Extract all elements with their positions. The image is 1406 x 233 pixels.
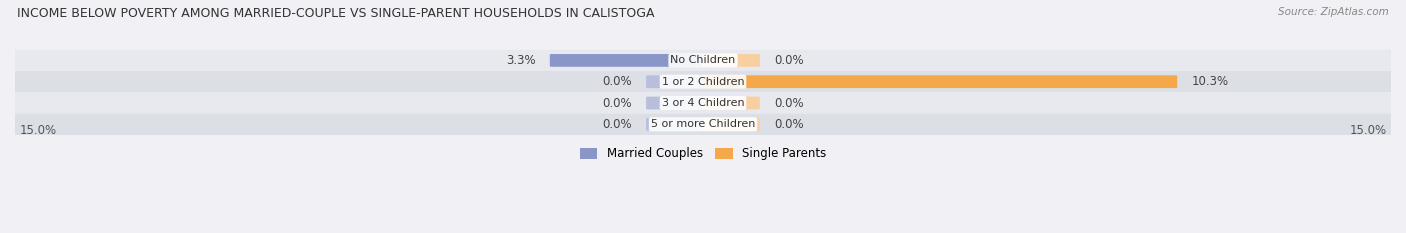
FancyBboxPatch shape bbox=[13, 92, 1393, 114]
FancyBboxPatch shape bbox=[702, 97, 759, 110]
FancyBboxPatch shape bbox=[13, 71, 1393, 92]
Text: 15.0%: 15.0% bbox=[20, 124, 56, 137]
FancyBboxPatch shape bbox=[702, 118, 759, 131]
Text: 3.3%: 3.3% bbox=[506, 54, 536, 67]
Text: 0.0%: 0.0% bbox=[775, 54, 804, 67]
Text: 0.0%: 0.0% bbox=[602, 118, 631, 131]
Text: 0.0%: 0.0% bbox=[602, 96, 631, 110]
Text: INCOME BELOW POVERTY AMONG MARRIED-COUPLE VS SINGLE-PARENT HOUSEHOLDS IN CALISTO: INCOME BELOW POVERTY AMONG MARRIED-COUPL… bbox=[17, 7, 654, 20]
Text: 15.0%: 15.0% bbox=[1350, 124, 1386, 137]
FancyBboxPatch shape bbox=[647, 97, 704, 110]
FancyBboxPatch shape bbox=[550, 54, 704, 67]
Text: Source: ZipAtlas.com: Source: ZipAtlas.com bbox=[1278, 7, 1389, 17]
Text: 5 or more Children: 5 or more Children bbox=[651, 119, 755, 129]
Text: 10.3%: 10.3% bbox=[1191, 75, 1229, 88]
Text: 0.0%: 0.0% bbox=[775, 118, 804, 131]
Text: No Children: No Children bbox=[671, 55, 735, 65]
Text: 3 or 4 Children: 3 or 4 Children bbox=[662, 98, 744, 108]
FancyBboxPatch shape bbox=[13, 50, 1393, 71]
Legend: Married Couples, Single Parents: Married Couples, Single Parents bbox=[575, 143, 831, 165]
FancyBboxPatch shape bbox=[647, 118, 704, 131]
FancyBboxPatch shape bbox=[702, 54, 759, 67]
FancyBboxPatch shape bbox=[702, 75, 1177, 88]
FancyBboxPatch shape bbox=[13, 114, 1393, 135]
Text: 1 or 2 Children: 1 or 2 Children bbox=[662, 77, 744, 87]
Text: 0.0%: 0.0% bbox=[602, 75, 631, 88]
Text: 0.0%: 0.0% bbox=[775, 96, 804, 110]
FancyBboxPatch shape bbox=[647, 75, 704, 88]
